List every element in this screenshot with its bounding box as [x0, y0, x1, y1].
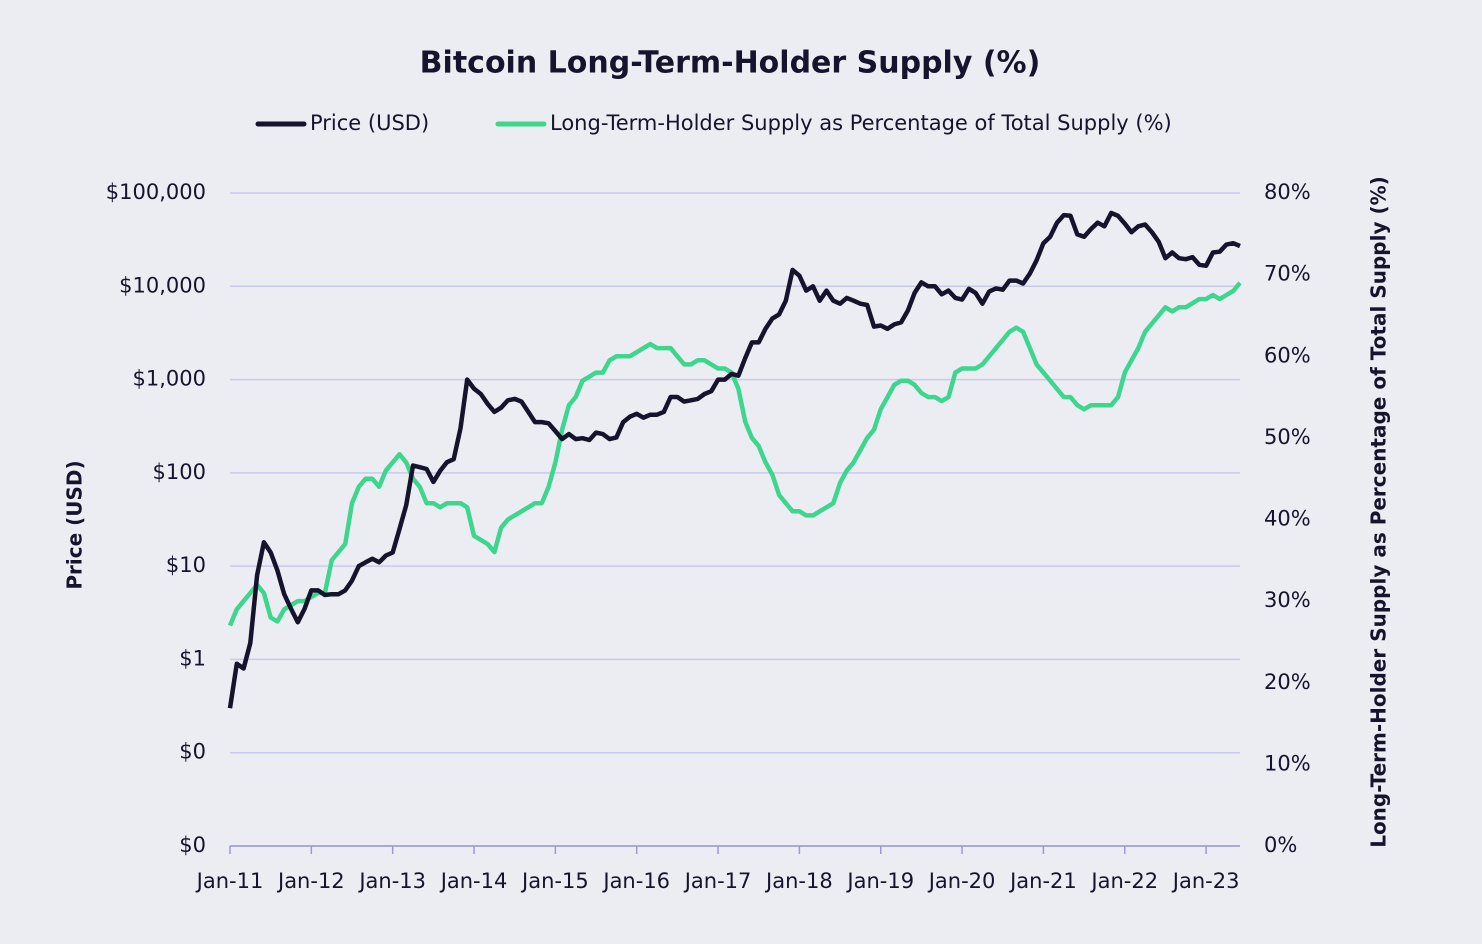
legend-label: Long-Term-Holder Supply as Percentage of…	[550, 111, 1172, 135]
chart-title: Bitcoin Long-Term-Holder Supply (%)	[420, 46, 1041, 81]
x-tick-label: Jan-21	[1008, 869, 1077, 893]
x-tick-label: Jan-16	[601, 869, 670, 893]
y2-tick-label: 10%	[1264, 751, 1311, 775]
y-tick-label: $100	[153, 460, 206, 484]
y2-tick-label: 20%	[1264, 670, 1311, 694]
y-axis-title: Price (USD)	[63, 460, 87, 589]
legend-label: Price (USD)	[310, 111, 429, 135]
y-tick-label: $0	[179, 740, 206, 764]
y-tick-label: $10	[166, 553, 206, 577]
y2-axis-title: Long-Term-Holder Supply as Percentage of…	[1367, 176, 1391, 848]
y2-tick-label: 30%	[1264, 588, 1311, 612]
y2-tick-label: 40%	[1264, 507, 1311, 531]
x-tick-label: Jan-18	[764, 869, 833, 893]
y2-tick-label: 80%	[1264, 180, 1311, 204]
x-tick-label: Jan-17	[683, 869, 752, 893]
y2-tick-label: 50%	[1264, 425, 1311, 449]
y-tick-label: $100,000	[106, 180, 206, 204]
y2-tick-label: 70%	[1264, 262, 1311, 286]
x-tick-label: Jan-12	[276, 869, 345, 893]
x-tick-label: Jan-14	[439, 869, 508, 893]
y-tick-label: $1	[179, 646, 206, 670]
series-line	[227, 281, 1242, 627]
y-tick-label: $0	[179, 833, 206, 857]
x-tick-label: Jan-20	[927, 869, 996, 893]
x-tick-label: Jan-13	[357, 869, 426, 893]
x-tick-label: Jan-23	[1171, 869, 1240, 893]
x-tick-label: Jan-19	[845, 869, 914, 893]
y-tick-label: $1,000	[133, 367, 206, 391]
y2-tick-label: 60%	[1264, 343, 1311, 367]
x-tick-label: Jan-15	[520, 869, 589, 893]
x-tick-label: Jan-11	[195, 869, 264, 893]
y2-tick-label: 0%	[1264, 833, 1297, 857]
series-line	[227, 210, 1241, 709]
y-tick-label: $10,000	[119, 273, 206, 297]
x-tick-label: Jan-22	[1089, 869, 1158, 893]
